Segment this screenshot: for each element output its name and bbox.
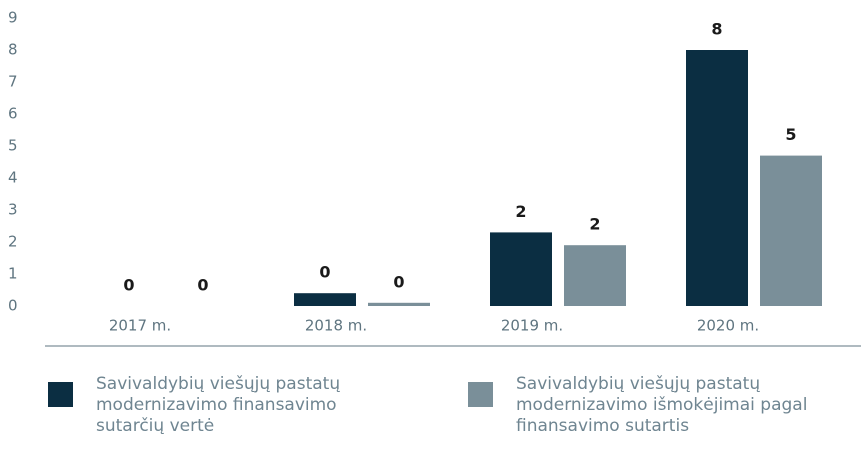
bar <box>490 232 552 306</box>
value-label: 0 <box>319 263 330 282</box>
y-tick-label: 2 <box>8 233 18 251</box>
bar <box>368 302 430 306</box>
legend-label: Savivaldybių viešųjų pastatų modernizavi… <box>96 374 341 436</box>
bar <box>564 245 626 306</box>
bar <box>294 293 356 306</box>
value-label: 2 <box>589 215 600 234</box>
y-tick-label: 4 <box>8 169 18 187</box>
value-label: 0 <box>197 276 208 295</box>
legend-swatch <box>48 382 73 407</box>
y-tick-label: 1 <box>8 265 18 283</box>
y-tick-label: 5 <box>8 137 18 155</box>
bar <box>686 50 748 306</box>
y-tick-label: 7 <box>8 73 18 91</box>
y-tick-label: 0 <box>8 297 18 315</box>
chart: 0 1 2 3 4 5 6 7 8 9 2017 m. 0 0 2018 m. 0 0 2019 m. 2 2 202… <box>8 9 861 347</box>
x-tick-label: 2018 m. <box>305 317 367 335</box>
value-label: 0 <box>123 276 134 295</box>
bar <box>760 155 822 306</box>
y-tick-label: 3 <box>8 201 18 219</box>
value-label: 2 <box>515 202 526 221</box>
y-tick-label: 6 <box>8 105 18 123</box>
legend-swatch <box>468 382 493 407</box>
y-tick-label: 9 <box>8 9 18 27</box>
y-tick-label: 8 <box>8 41 18 59</box>
value-label: 5 <box>785 125 796 144</box>
value-label: 0 <box>393 272 404 291</box>
x-tick-label: 2020 m. <box>697 317 759 335</box>
legend-label: Savivaldybių viešųjų pastatų modernizavi… <box>516 374 808 436</box>
x-tick-label: 2017 m. <box>109 317 171 335</box>
value-label: 8 <box>711 20 722 39</box>
x-tick-label: 2019 m. <box>501 317 563 335</box>
